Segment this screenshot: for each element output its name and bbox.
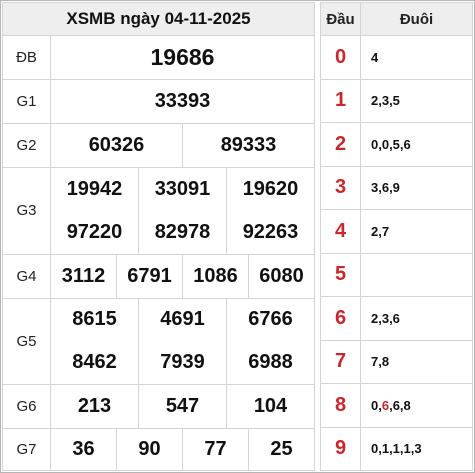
loto-tail: 0,1,1,1,3 (360, 426, 473, 471)
prize-number-g5: 8462 (50, 341, 139, 385)
prize-row-g1: G1 33393 (2, 79, 315, 125)
prize-number-g4: 6080 (248, 253, 315, 299)
loto-row-6: 6 2,3,6 (320, 296, 473, 341)
prize-row-g7: G7 36 90 77 25 (2, 427, 315, 472)
loto-head: 1 (320, 78, 361, 123)
prize-label-db: ĐB (2, 35, 51, 81)
prize-number-g7: 90 (116, 427, 183, 472)
loto-row-1: 1 2,3,5 (320, 78, 473, 123)
loto-row-0: 0 4 (320, 35, 473, 80)
loto-row-3: 3 3,6,9 (320, 165, 473, 210)
prize-number-g4: 1086 (182, 253, 249, 299)
loto-row-8: 8 0,6,6,8 (320, 383, 473, 428)
prize-row-g3: G3 19942 33091 19620 (2, 167, 315, 255)
prize-number-g2: 89333 (182, 123, 315, 169)
prize-row-g3: 97220 82978 92263 (3, 210, 315, 255)
prize-number-g3: 33091 (138, 167, 227, 211)
loto-row-2: 2 0,0,5,6 (320, 122, 473, 167)
prize-number-g3: 82978 (138, 210, 227, 255)
loto-head: 9 (320, 426, 361, 471)
page-title: XSMB ngày 04-11-2025 (2, 1, 315, 37)
loto-row-7: 7 7,8 (320, 339, 473, 384)
prize-row-g6: G6 213 547 104 (2, 383, 315, 429)
prize-number-g3: 97220 (50, 210, 139, 255)
loto-head: 3 (320, 165, 361, 210)
loto-head: 6 (320, 296, 361, 341)
loto-tail-part: ,6,8 (389, 397, 411, 413)
loto-tail: 7,8 (360, 339, 473, 384)
loto-tail: 2,3,6 (360, 296, 473, 341)
loto-row-5: 5 (320, 252, 473, 297)
loto-head-tail-table: Đầu Đuôi 0 4 1 2,3,5 2 0,0,5,6 3 3,6,9 4… (320, 2, 473, 471)
loto-tail: 4 (360, 35, 473, 80)
loto-row-9: 9 0,1,1,1,3 (320, 426, 473, 471)
prize-number-g3: 19620 (226, 167, 315, 211)
prize-label-g6: G6 (2, 383, 51, 429)
tail-column-header: Đuôi (360, 2, 473, 36)
prize-label-g4: G4 (2, 253, 51, 299)
prize-number-g6: 213 (50, 383, 139, 429)
loto-tail (360, 252, 473, 297)
prize-number-g7: 36 (50, 427, 117, 472)
prize-number-g4: 6791 (116, 253, 183, 299)
loto-header-row: Đầu Đuôi (320, 2, 473, 36)
loto-head: 4 (320, 209, 361, 254)
prize-row-g2: G2 60326 89333 (2, 123, 315, 169)
loto-row-4: 4 2,7 (320, 209, 473, 254)
prize-number-g5: 6988 (226, 341, 315, 385)
loto-tail-part: 0, (371, 397, 382, 413)
prize-row-db: ĐB 19686 (2, 35, 315, 81)
prize-number-g6: 104 (226, 383, 315, 429)
loto-head: 5 (320, 252, 361, 297)
prize-row-g5: G5 8615 4691 6766 (2, 297, 315, 385)
prize-label-g1: G1 (2, 79, 51, 125)
loto-tail: 2,3,5 (360, 78, 473, 123)
loto-head: 0 (320, 35, 361, 80)
prize-number-g5: 8615 (50, 297, 139, 342)
prize-label-g3: G3 (2, 167, 51, 255)
loto-head: 2 (320, 122, 361, 167)
prize-number-g5: 4691 (138, 297, 227, 342)
prize-label-g2: G2 (2, 123, 51, 169)
loto-tail: 0,6,6,8 (360, 383, 473, 428)
special-prize-number: 19686 (50, 35, 315, 81)
loto-tail: 0,0,5,6 (360, 122, 473, 167)
loto-head: 7 (320, 339, 361, 384)
results-header-row: XSMB ngày 04-11-2025 (2, 1, 315, 37)
prize-row-g4: G4 3112 6791 1086 6080 (2, 253, 315, 299)
prize-number-g7: 25 (248, 427, 315, 472)
prize-number-g6: 547 (138, 383, 227, 429)
loto-head: 8 (320, 383, 361, 428)
prize-number-g2: 60326 (50, 123, 183, 169)
prize-number-g7: 77 (182, 427, 249, 472)
loto-tail: 3,6,9 (360, 165, 473, 210)
prize-number-g4: 3112 (50, 253, 117, 299)
prize-number-g3: 92263 (226, 210, 315, 255)
loto-tail: 2,7 (360, 209, 473, 254)
prize-number-g1: 33393 (50, 79, 315, 125)
prize-number-g5: 7939 (138, 341, 227, 385)
loto-tail-highlight: 6 (381, 397, 390, 413)
head-column-header: Đầu (320, 2, 361, 36)
prize-label-g7: G7 (2, 427, 51, 472)
prize-number-g5: 6766 (226, 297, 315, 342)
prize-label-g5: G5 (2, 297, 51, 385)
results-table: XSMB ngày 04-11-2025 ĐB 19686 G1 33393 G… (2, 1, 315, 472)
prize-number-g3: 19942 (50, 167, 139, 211)
